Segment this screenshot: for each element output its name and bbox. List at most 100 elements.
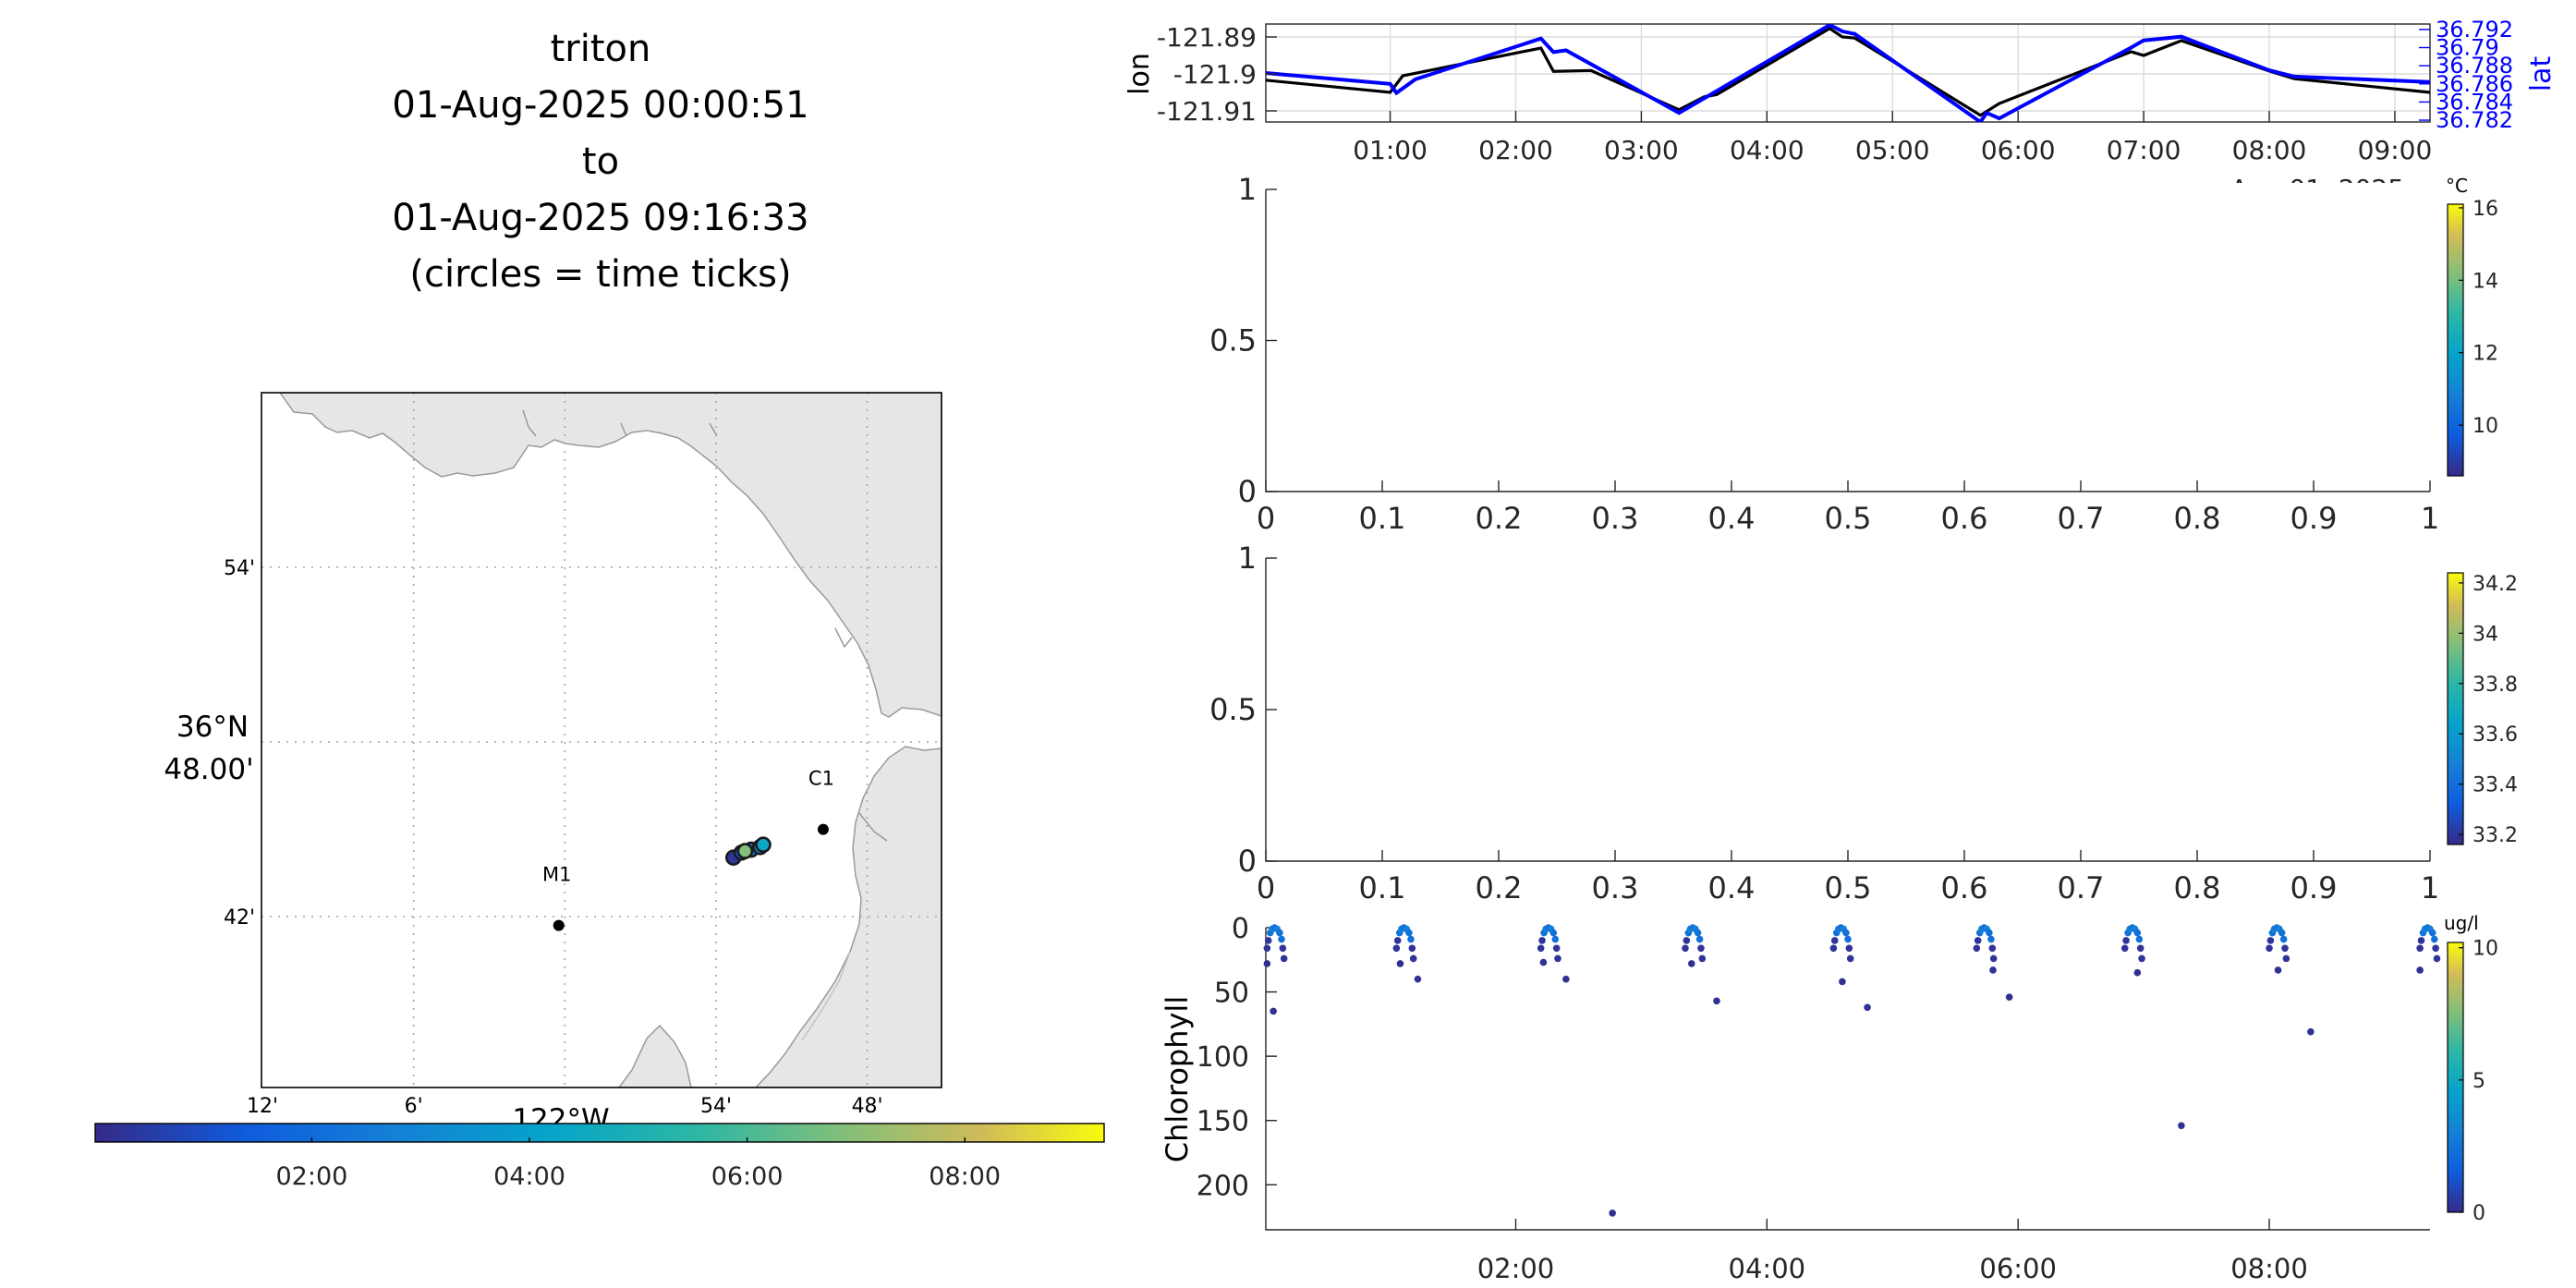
temp-colorbar-ticks: 10 12 14 16	[2459, 198, 2498, 438]
chl-point	[2430, 935, 2438, 943]
map-y-tick-labels: 54' 42'	[224, 557, 255, 930]
chl-point	[1539, 958, 1548, 966]
chl-colorbar-gradient	[2447, 942, 2464, 1213]
map-x-tick-label: 48'	[852, 1095, 883, 1118]
chl-axes-box	[1265, 928, 2430, 1231]
chl-point	[1278, 935, 1285, 943]
title-line: to	[582, 140, 619, 183]
chl-point	[1845, 944, 1853, 953]
figure-title: triton 01-Aug-2025 00:00:51 to 01-Aug-20…	[392, 28, 808, 296]
sal-x-tick-label: 0.5	[1825, 870, 1872, 905]
map-time-colorbar: 02:00 04:00 06:00 08:00	[94, 1123, 1105, 1191]
chl-y-tick-label: 100	[1197, 1041, 1249, 1074]
sal-colorbar-tick-label: 34	[2473, 623, 2498, 646]
chl-point	[1842, 929, 1850, 937]
sal-x-tick-label: 0.4	[1708, 870, 1756, 905]
chl-point	[2274, 966, 2282, 974]
lonlat-left-axis-label: lon	[1124, 53, 1156, 95]
chl-point	[1270, 1007, 1277, 1015]
chl-point	[2120, 944, 2129, 953]
chl-point	[1409, 954, 1417, 963]
chl-y-tick-label: 0	[1232, 913, 1249, 945]
chl-point	[2005, 993, 2013, 1001]
track-point	[755, 836, 772, 854]
sal-y-tick-label: 1	[1238, 541, 1257, 576]
chl-point	[1279, 944, 1287, 953]
chl-point	[2278, 929, 2286, 937]
title-line: 01-Aug-2025 00:00:51	[392, 84, 808, 127]
map-colorbar-tick-label: 06:00	[711, 1162, 784, 1191]
chl-point	[2133, 968, 2142, 977]
title-line: 01-Aug-2025 09:16:33	[392, 197, 808, 239]
chl-point	[1694, 929, 1702, 937]
map-river	[522, 409, 888, 842]
chl-point	[1986, 929, 1993, 937]
lonlat-x-tick-label: 05:00	[1855, 135, 1930, 165]
lonlat-right-axis-label: lat	[2525, 56, 2558, 92]
chl-point	[2432, 944, 2439, 953]
title-line: (circles = time ticks)	[409, 253, 791, 296]
sal-y-tick-label: 0	[1238, 844, 1257, 879]
chl-point	[2307, 1027, 2315, 1036]
map-x-tick-label: 6'	[405, 1095, 423, 1118]
temp-x-tick-label: 0.2	[1476, 501, 1523, 536]
sal-x-tick-label: 0.7	[2058, 870, 2105, 905]
chl-point	[1697, 944, 1705, 953]
map-grid	[261, 393, 942, 1088]
sal-x-tick-label: 0.2	[1476, 870, 1523, 905]
chl-point	[1989, 966, 1997, 974]
track-point	[736, 843, 754, 859]
chl-point	[1695, 935, 1704, 943]
temp-y-tick-label: 0.5	[1209, 323, 1257, 358]
temp-y-ticks: 00.51	[1209, 172, 1277, 509]
chl-point	[1263, 960, 1271, 967]
chl-colorbar-unit: ug/l	[2444, 912, 2479, 934]
sal-axes-box	[1265, 558, 2430, 862]
map-y-tick-label: 42'	[224, 906, 255, 930]
chl-point	[1414, 975, 1422, 983]
map-panel: 12' 6' 54' 48' 54' 42' 36°N 48.00' 122°W…	[164, 392, 942, 1136]
chl-point	[2281, 944, 2289, 953]
lonlat-right-tick-label: 36.784	[2436, 89, 2513, 115]
map-stations: M1 C1	[542, 768, 834, 931]
temp-y-tick-label: 0	[1238, 474, 1257, 509]
chl-point	[2133, 929, 2142, 937]
sal-x-tick-label: 0.6	[1941, 870, 1988, 905]
chl-x-tick-label: 08:00	[2230, 1253, 2308, 1284]
chl-points	[1263, 924, 2441, 1217]
chl-colorbar-tick-label: 5	[2473, 1070, 2485, 1093]
chl-point	[2417, 937, 2425, 944]
chl-point	[1552, 944, 1561, 953]
sal-x-tick-label: 0.8	[2174, 870, 2221, 905]
chl-point	[1276, 929, 1283, 937]
chl-point	[1549, 929, 1558, 937]
map-colorbar-tick-label: 08:00	[929, 1162, 1001, 1191]
chl-point	[1973, 944, 1981, 953]
chl-point	[1538, 937, 1546, 944]
chl-point	[1405, 929, 1413, 937]
chl-point	[2178, 1122, 2185, 1130]
lonlat-x-tick-label: 01:00	[1353, 135, 1428, 165]
chl-x-tick-label: 02:00	[1477, 1253, 1555, 1284]
chl-point	[1698, 954, 1707, 963]
lonlat-lines	[1266, 24, 2430, 122]
map-track	[724, 836, 772, 866]
station-marker	[553, 919, 565, 931]
temp-colorbar-tick-label: 10	[2473, 415, 2498, 438]
map-x-tick-label: 12'	[247, 1095, 278, 1118]
chl-point	[2266, 944, 2273, 953]
chl-point	[1683, 937, 1691, 944]
temp-x-tick-label: 0	[1257, 501, 1275, 536]
chl-point	[1263, 944, 1271, 953]
chl-point	[2122, 937, 2130, 944]
chl-point	[1264, 937, 1272, 944]
sal-x-tick-label: 0.9	[2290, 870, 2338, 905]
map-inner-shoreline	[801, 951, 851, 1041]
temp-colorbar-tick-label: 16	[2473, 198, 2498, 221]
chl-point	[1551, 935, 1560, 943]
map-colorbar-ticks: 02:00 04:00 06:00 08:00	[276, 1137, 1001, 1191]
map-x-tick-label: 54'	[700, 1095, 732, 1118]
chl-y-ticks: 0 50 100 150 200	[1197, 913, 1277, 1202]
lonlat-x-tick-label: 04:00	[1730, 135, 1804, 165]
